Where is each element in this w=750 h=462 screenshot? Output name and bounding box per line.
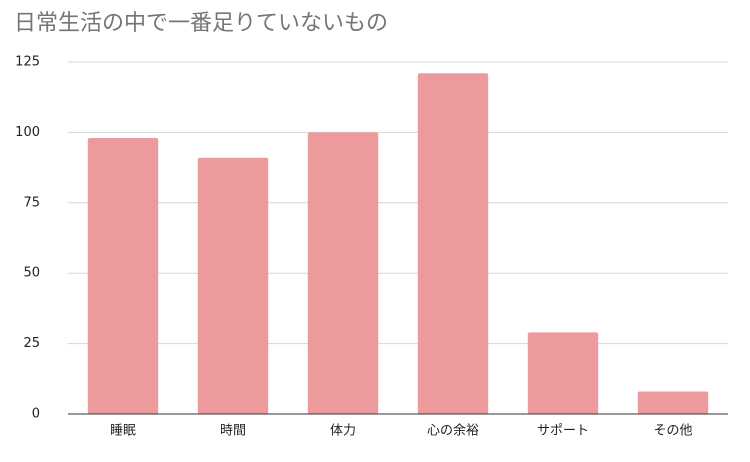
- y-tick-label: 75: [23, 195, 40, 210]
- bar: [87, 138, 159, 415]
- bar: [637, 391, 709, 414]
- y-tick-label: 25: [23, 336, 40, 351]
- bar: [417, 73, 489, 414]
- x-tick-label: サポート: [537, 424, 589, 439]
- bar: [307, 132, 379, 414]
- y-tick-label: 50: [23, 266, 40, 281]
- x-tick-label: その他: [653, 424, 692, 439]
- bar: [527, 332, 599, 414]
- y-tick-label: 100: [15, 125, 40, 140]
- x-tick-label: 時間: [220, 424, 246, 439]
- bar: [197, 157, 269, 414]
- chart-title: 日常生活の中で一番足りていないもの: [14, 11, 388, 36]
- x-tick-label: 心の余裕: [427, 423, 479, 439]
- x-tick-label: 体力: [330, 424, 356, 439]
- y-tick-label: 0: [32, 407, 40, 422]
- y-tick-label: 125: [15, 55, 40, 70]
- x-tick-label: 睡眠: [110, 424, 136, 439]
